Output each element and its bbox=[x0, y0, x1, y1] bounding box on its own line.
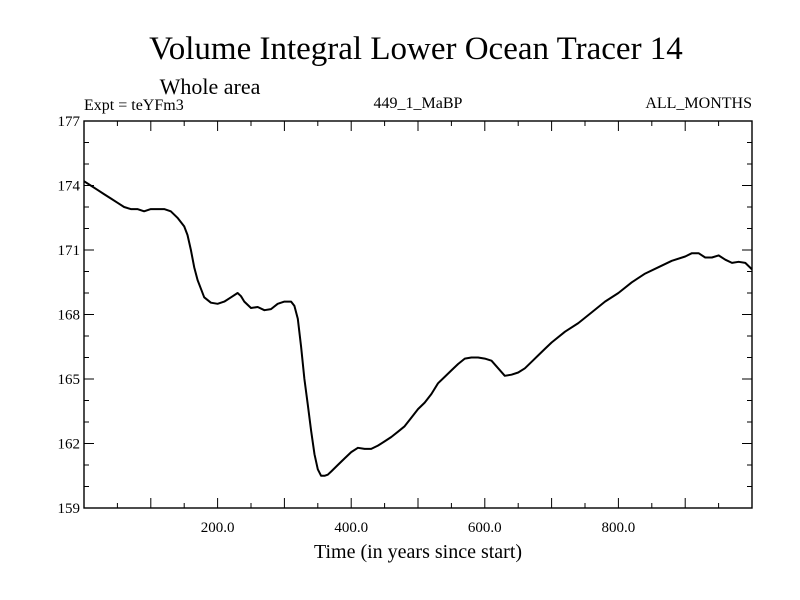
y-tick-label: 177 bbox=[58, 114, 81, 130]
x-axis-label: Time (in years since start) bbox=[314, 541, 522, 563]
chart-title: Volume Integral Lower Ocean Tracer 14 bbox=[149, 31, 683, 67]
y-tick-label: 168 bbox=[58, 308, 81, 324]
experiment-label: Expt = teYFm3 bbox=[84, 97, 184, 114]
y-tick-label: 174 bbox=[58, 179, 81, 195]
y-tick-label: 165 bbox=[58, 372, 81, 388]
x-tick-label: 800.0 bbox=[602, 520, 636, 536]
months-label: ALL_MONTHS bbox=[645, 95, 752, 112]
plot-frame bbox=[83, 120, 753, 509]
period-label: 449_1_MaBP bbox=[374, 95, 463, 112]
y-tick-label: 162 bbox=[58, 437, 81, 453]
y-tick-label: 171 bbox=[58, 243, 81, 259]
x-tick-label: 200.0 bbox=[201, 520, 235, 536]
chart-subtitle: Whole area bbox=[160, 74, 261, 99]
series-line-tracer-14 bbox=[83, 180, 753, 477]
y-tick-label: 159 bbox=[58, 501, 81, 517]
x-tick-label: 400.0 bbox=[334, 520, 368, 536]
x-tick-label: 600.0 bbox=[468, 520, 502, 536]
